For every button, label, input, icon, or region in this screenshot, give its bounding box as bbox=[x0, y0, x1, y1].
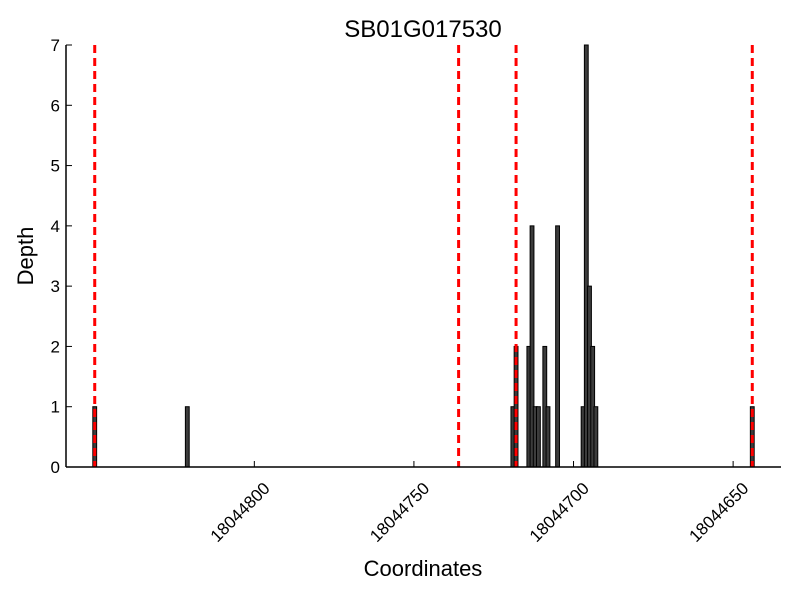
chart-title: SB01G017530 bbox=[344, 16, 501, 43]
y-ticks-layer: 0 1 2 3 4 5 6 7 bbox=[51, 36, 72, 477]
y-tick-label-6: 6 bbox=[51, 96, 60, 115]
y-tick-label-4: 4 bbox=[51, 217, 60, 236]
x-tick-label-3: 18044650 bbox=[686, 479, 753, 546]
bar-10 bbox=[555, 225, 560, 468]
x-tick-label-1: 18044750 bbox=[366, 479, 433, 546]
bar-7 bbox=[536, 406, 541, 468]
y-tick-label-7: 7 bbox=[51, 36, 60, 55]
y-tick-label-5: 5 bbox=[51, 157, 60, 176]
x-axis-label: Coordinates bbox=[364, 556, 483, 581]
y-axis-label: Depth bbox=[13, 227, 38, 286]
bar-15 bbox=[593, 406, 599, 468]
y-tick-label-1: 1 bbox=[51, 398, 60, 417]
x-tick-label-0: 18044800 bbox=[207, 479, 274, 546]
bar-9 bbox=[545, 406, 551, 468]
reference-lines-layer bbox=[93, 45, 754, 467]
x-ticks-layer: 18044800 18044750 18044700 18044650 bbox=[207, 461, 753, 546]
y-tick-label-0: 0 bbox=[51, 458, 60, 477]
y-tick-label-3: 3 bbox=[51, 277, 60, 296]
bars-layer bbox=[92, 44, 755, 468]
bar-1 bbox=[184, 406, 190, 468]
y-tick-label-2: 2 bbox=[51, 337, 60, 356]
x-tick-label-2: 18044700 bbox=[526, 479, 593, 546]
